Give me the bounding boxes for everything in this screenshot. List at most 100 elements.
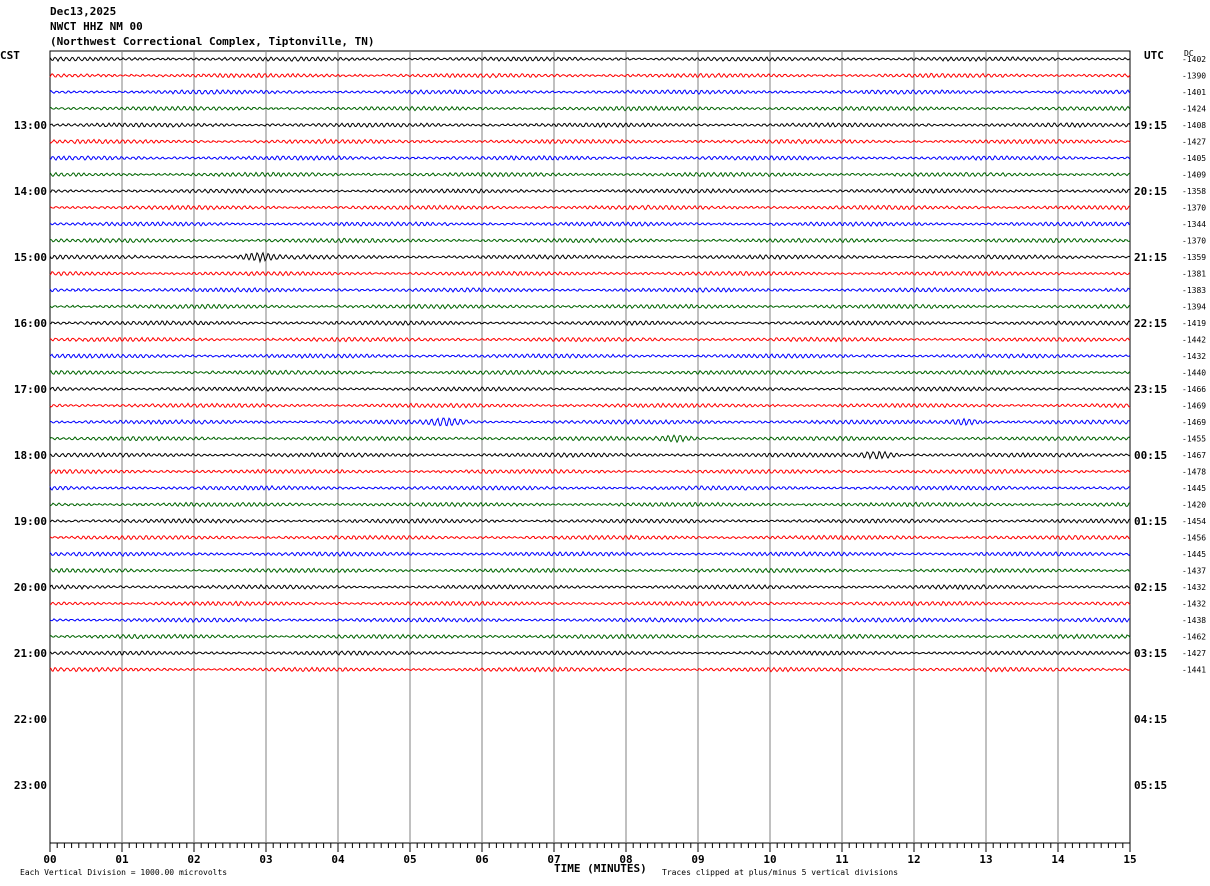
seismic-trace bbox=[49, 336, 1131, 343]
dc-offset-label: -1455 bbox=[1182, 435, 1206, 444]
seismic-trace bbox=[49, 56, 1131, 63]
left-time-label: 22:00 bbox=[14, 713, 47, 726]
dc-offset-label: -1401 bbox=[1182, 88, 1206, 97]
dc-offset-label: -1442 bbox=[1182, 336, 1206, 345]
dc-offset-label: -1370 bbox=[1182, 237, 1206, 246]
dc-offset-label: -1438 bbox=[1182, 616, 1206, 625]
seismic-trace bbox=[49, 550, 1131, 558]
seismic-trace bbox=[49, 369, 1131, 376]
seismic-trace bbox=[49, 501, 1131, 508]
x-tick-label: 08 bbox=[619, 853, 632, 866]
x-tick-label: 15 bbox=[1123, 853, 1136, 866]
dc-offset-label: -1427 bbox=[1182, 138, 1206, 147]
dc-offset-label: -1420 bbox=[1182, 501, 1206, 510]
seismic-trace bbox=[49, 188, 1131, 194]
left-time-label: 21:00 bbox=[14, 647, 47, 660]
right-time-label: 23:15 bbox=[1134, 383, 1167, 396]
seismic-trace bbox=[49, 171, 1131, 178]
dc-offset-label: -1419 bbox=[1182, 319, 1206, 328]
dc-offset-label: -1424 bbox=[1182, 105, 1206, 114]
left-time-label: 19:00 bbox=[14, 515, 47, 528]
dc-offset-label: -1358 bbox=[1182, 187, 1206, 196]
right-time-label: 19:15 bbox=[1134, 119, 1167, 132]
seismic-trace bbox=[49, 583, 1131, 591]
dc-offset-label: -1445 bbox=[1182, 484, 1206, 493]
x-tick-label: 12 bbox=[907, 853, 920, 866]
x-axis-title: TIME (MINUTES) bbox=[554, 862, 647, 875]
seismic-trace bbox=[49, 468, 1131, 475]
seismic-trace bbox=[49, 237, 1131, 244]
seismic-trace bbox=[49, 287, 1131, 293]
seismic-trace bbox=[50, 105, 1131, 112]
dc-offset-label: -1462 bbox=[1182, 633, 1206, 642]
left-time-label: 14:00 bbox=[14, 185, 47, 198]
dc-offset-label: -1466 bbox=[1182, 385, 1206, 394]
dc-offset-label: -1394 bbox=[1182, 303, 1206, 312]
seismic-trace bbox=[49, 450, 1131, 460]
dc-offset-label: -1445 bbox=[1182, 550, 1206, 559]
seismic-trace bbox=[49, 617, 1131, 623]
grid-layer bbox=[49, 50, 1131, 852]
right-time-label: 03:15 bbox=[1134, 647, 1167, 660]
right-time-label: 00:15 bbox=[1134, 449, 1167, 462]
seismic-trace bbox=[49, 567, 1130, 574]
right-time-label: 05:15 bbox=[1134, 779, 1167, 792]
dc-offset-label: -1432 bbox=[1182, 352, 1206, 361]
seismic-trace bbox=[49, 122, 1131, 128]
left-time-label: 18:00 bbox=[14, 449, 47, 462]
seismic-trace bbox=[49, 385, 1131, 392]
right-time-label: 22:15 bbox=[1134, 317, 1167, 330]
seismic-trace bbox=[49, 534, 1131, 541]
seismic-trace bbox=[49, 600, 1131, 607]
label-layer: 00 01 02 03 04 05 06 07 08 09 10 11 12 13 14 15 13:00 19:… bbox=[14, 55, 1206, 866]
x-tick-label: 11 bbox=[835, 853, 849, 866]
left-time-label: 23:00 bbox=[14, 779, 47, 792]
right-zone-label: UTC bbox=[1144, 49, 1164, 62]
x-tick-label: 07 bbox=[547, 853, 560, 866]
x-tick-label: 06 bbox=[475, 853, 489, 866]
dc-offset-label: -1390 bbox=[1182, 72, 1206, 81]
dc-offset-label: -1469 bbox=[1182, 418, 1206, 427]
header-station: NWCT HHZ NM 00 bbox=[50, 20, 143, 33]
dc-offset-label: -1437 bbox=[1182, 567, 1206, 576]
plot-frame bbox=[49, 50, 1131, 844]
dc-offset-label: -1467 bbox=[1182, 451, 1206, 460]
dc-offset-label: -1409 bbox=[1182, 171, 1206, 180]
dc-offset-label: -1454 bbox=[1182, 517, 1206, 526]
dc-offset-label: -1432 bbox=[1182, 600, 1206, 609]
dc-offset-label: -1402 bbox=[1182, 55, 1206, 64]
x-tick-label: 00 bbox=[43, 853, 56, 866]
trace-layer bbox=[49, 56, 1131, 673]
dc-offset-label: -1441 bbox=[1182, 666, 1206, 675]
dc-offset-label: -1408 bbox=[1182, 121, 1206, 130]
right-time-label: 21:15 bbox=[1134, 251, 1167, 264]
seismic-trace bbox=[49, 517, 1131, 524]
x-tick-label: 04 bbox=[331, 853, 345, 866]
x-tick-label: 02 bbox=[187, 853, 200, 866]
seismic-trace bbox=[49, 484, 1131, 491]
seismic-trace bbox=[49, 89, 1131, 95]
seismic-trace bbox=[49, 650, 1131, 656]
dc-offset-label: -1381 bbox=[1182, 270, 1206, 279]
left-time-label: 16:00 bbox=[14, 317, 47, 330]
x-tick-label: 05 bbox=[403, 853, 416, 866]
header-location: (Northwest Correctional Complex, Tiptonv… bbox=[50, 35, 375, 48]
seismic-trace bbox=[49, 434, 1131, 444]
seismic-trace bbox=[49, 402, 1131, 409]
right-time-label: 20:15 bbox=[1134, 185, 1167, 198]
seismic-trace bbox=[49, 155, 1131, 161]
seismic-trace bbox=[49, 417, 1131, 427]
seismic-trace bbox=[49, 666, 1131, 673]
x-tick-label: 13 bbox=[979, 853, 992, 866]
left-time-label: 20:00 bbox=[14, 581, 47, 594]
seismic-trace bbox=[49, 270, 1131, 277]
dc-offset-label: -1440 bbox=[1182, 369, 1206, 378]
seismic-trace bbox=[49, 251, 1131, 264]
seismic-trace bbox=[49, 72, 1131, 79]
dc-offset-label: -1370 bbox=[1182, 204, 1206, 213]
left-time-label: 15:00 bbox=[14, 251, 47, 264]
left-zone-label: CST bbox=[0, 49, 20, 62]
right-time-label: 02:15 bbox=[1134, 581, 1167, 594]
dc-label: DC bbox=[1184, 49, 1194, 58]
